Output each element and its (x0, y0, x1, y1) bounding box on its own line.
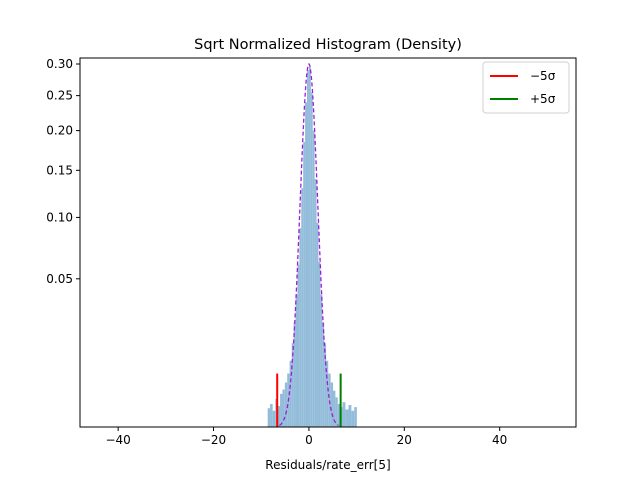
histogram-bar (328, 373, 331, 427)
histogram-bar (333, 390, 336, 427)
histogram-bar (289, 360, 292, 427)
y-tick-label: 0.10 (46, 210, 73, 224)
y-tick-label: 0.05 (46, 272, 73, 286)
histogram-bar (335, 397, 338, 427)
x-axis-label: Residuals/rate_err[5] (265, 458, 390, 472)
histogram-bar (324, 343, 327, 427)
histogram-bar (305, 102, 308, 427)
histogram-bar (307, 70, 309, 427)
histogram-bar (280, 393, 283, 427)
histogram-bar (267, 408, 271, 427)
y-tick-label: 0.25 (46, 89, 73, 103)
histogram-bar (272, 410, 276, 427)
histogram-bar (270, 404, 273, 427)
chart-title: Sqrt Normalized Histogram (Density) (194, 37, 462, 53)
histogram-bar (330, 382, 334, 427)
histogram-bar (342, 402, 346, 427)
histogram-bar (337, 404, 341, 427)
histogram-bar (295, 294, 298, 427)
legend-frame (482, 61, 570, 114)
histogram-bar (293, 322, 296, 427)
histogram-bar (320, 294, 323, 427)
histogram-bar (303, 141, 306, 427)
x-tick-label: −20 (201, 433, 226, 447)
plot-frame (79, 57, 577, 428)
histogram-bar (318, 261, 321, 427)
y-tick-label: 0.15 (46, 163, 73, 177)
histogram-bar (326, 360, 329, 427)
histogram-bar (297, 264, 300, 427)
histogram-bar (291, 343, 294, 427)
x-tick-label: 40 (492, 433, 507, 447)
histogram-bar (277, 406, 281, 427)
legend-label-plus-5-sigma: +5σ (530, 92, 556, 106)
histogram-bar (316, 222, 319, 427)
x-tick-label: −40 (105, 433, 130, 447)
histogram-bar (299, 228, 302, 427)
histogram-bar (351, 410, 355, 427)
histogram-bar (354, 407, 357, 427)
histogram-bar (345, 409, 349, 427)
x-tick-label: 0 (305, 433, 313, 447)
plot-area (267, 63, 357, 427)
histogram-bar (301, 188, 304, 427)
histogram-bar (308, 67, 311, 427)
histogram-bar (282, 389, 285, 427)
fit-curve (279, 63, 339, 426)
histogram-bar (322, 322, 325, 427)
histogram-bar (284, 382, 288, 427)
histogram-bar (310, 92, 313, 427)
y-tick-label: 0.20 (46, 124, 73, 138)
x-tick-label: 20 (397, 433, 412, 447)
histogram-bar (312, 130, 315, 427)
legend: −5σ +5σ (482, 61, 570, 114)
histogram-bar (314, 179, 317, 427)
legend-label-minus-5-sigma: −5σ (530, 69, 556, 83)
axes: −40 −20 0 20 40 0.05 0.10 0.15 0.20 0.25 0.30 (46, 57, 577, 447)
histogram-bar (348, 405, 352, 427)
y-tick-label: 0.30 (46, 57, 73, 71)
